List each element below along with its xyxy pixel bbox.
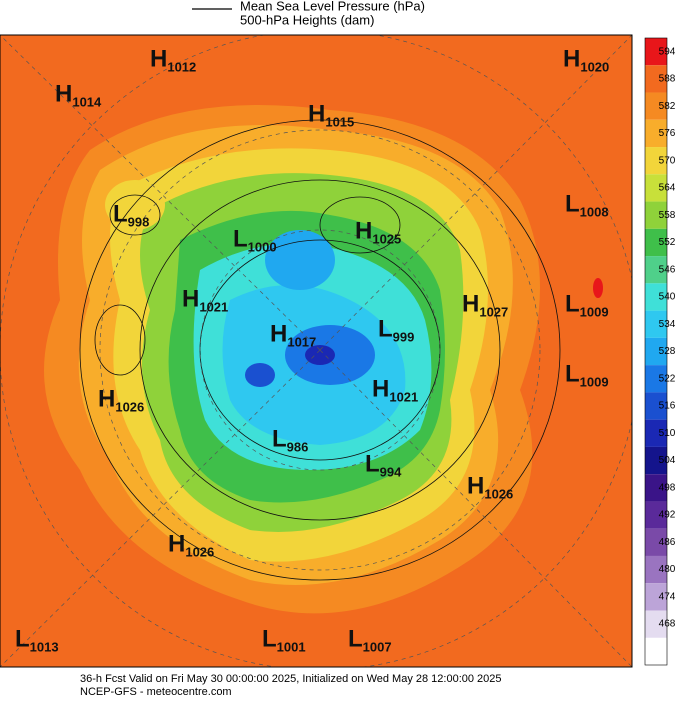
colorbar-swatch xyxy=(645,583,667,611)
colorbar-swatch xyxy=(645,392,667,420)
pressure-center-type: L xyxy=(378,315,393,342)
colorbar-swatch xyxy=(645,501,667,529)
colorbar-swatch xyxy=(645,337,667,366)
pressure-center-type: H xyxy=(182,285,199,312)
footer-line1: 36-h Fcst Valid on Fri May 30 00:00:00 2… xyxy=(80,673,502,685)
colorbar-swatch xyxy=(645,528,667,556)
colorbar-frame xyxy=(644,37,668,666)
pressure-center-value: 1013 xyxy=(30,639,59,654)
colorbar-swatch xyxy=(645,119,667,148)
pressure-center-value: 1009 xyxy=(580,304,609,319)
pressure-center-value: 1021 xyxy=(199,299,228,314)
pressure-center-type: L xyxy=(348,625,363,652)
pressure-center-value: 1026 xyxy=(484,486,513,501)
pressure-center-type: L xyxy=(565,190,580,217)
pressure-center-value: 1020 xyxy=(580,59,609,74)
pressure-center-value: 998 xyxy=(128,214,150,229)
pressure-center-type: H xyxy=(462,290,479,317)
colorbar-swatch xyxy=(645,174,667,202)
pressure-center-type: L xyxy=(233,225,248,252)
pressure-center-type: H xyxy=(98,385,115,412)
pressure-center-type: L xyxy=(262,625,277,652)
colorbar-swatch xyxy=(645,365,667,393)
pressure-center-value: 999 xyxy=(393,329,415,344)
legend-fill-label: 500-hPa Heights (dam) xyxy=(240,12,374,27)
pressure-center-value: 1001 xyxy=(277,639,306,654)
pressure-center-type: H xyxy=(563,45,580,72)
pressure-center-type: L xyxy=(15,625,30,652)
pressure-center-value: 1012 xyxy=(167,59,196,74)
pressure-center-type: L xyxy=(365,450,380,477)
pressure-center-value: 1009 xyxy=(580,374,609,389)
pressure-center-type: L xyxy=(272,425,287,452)
colorbar-swatch xyxy=(645,555,667,584)
colorbar-swatch xyxy=(645,256,667,284)
colorbar-swatch xyxy=(645,92,667,120)
pressure-center-value: 986 xyxy=(287,439,309,454)
colorbar-swatch xyxy=(645,446,667,475)
colorbar-swatch xyxy=(645,283,667,311)
pressure-center-value: 1000 xyxy=(248,239,277,254)
colorbar-swatch xyxy=(645,65,667,93)
footer-line2: NCEP-GFS - meteocentre.com xyxy=(80,686,232,698)
colorbar-swatch xyxy=(645,310,667,338)
pressure-center-type: H xyxy=(150,45,167,72)
pressure-center-value: 1026 xyxy=(185,544,214,559)
pressure-center-type: H xyxy=(372,375,389,402)
colorbar-swatch xyxy=(645,610,667,638)
colorbar-swatch xyxy=(645,38,667,66)
pressure-center-value: 1008 xyxy=(580,204,609,219)
pressure-center-value: 1026 xyxy=(115,399,144,414)
pressure-center-type: H xyxy=(467,472,484,499)
colorbar-swatch xyxy=(645,474,667,502)
pressure-center-value: 994 xyxy=(380,464,402,479)
colorbar-swatch xyxy=(645,147,667,175)
pressure-center-value: 1015 xyxy=(325,114,354,129)
pressure-center-type: L xyxy=(113,200,128,227)
colorbar-swatch xyxy=(645,201,667,229)
colorbar-swatch xyxy=(645,419,667,447)
pressure-center-value: 1014 xyxy=(72,94,102,109)
pressure-center-type: H xyxy=(355,217,372,244)
pressure-center-value: 1007 xyxy=(363,639,392,654)
map-field xyxy=(0,34,633,668)
pressure-center-value: 1027 xyxy=(479,304,508,319)
pressure-center-type: H xyxy=(270,320,287,347)
pressure-center-type: L xyxy=(565,360,580,387)
pressure-center-value: 1021 xyxy=(389,389,418,404)
pressure-center-value: 1017 xyxy=(287,334,316,349)
pressure-center-type: H xyxy=(55,80,72,107)
legend-line-label: Mean Sea Level Pressure (hPa) xyxy=(240,0,425,13)
pressure-center-type: H xyxy=(168,530,185,557)
pressure-center-type: L xyxy=(565,290,580,317)
pressure-center-value: 1025 xyxy=(372,231,401,246)
pressure-center-type: H xyxy=(308,100,325,127)
colorbar-swatch xyxy=(645,228,667,257)
